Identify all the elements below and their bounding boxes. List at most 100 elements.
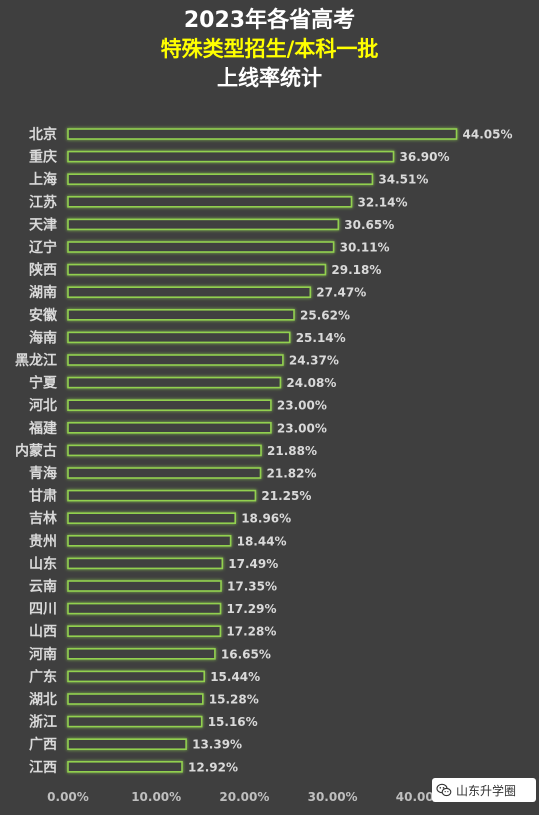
bar-8	[67, 308, 295, 321]
value-label: 16.65%	[221, 647, 271, 661]
bar-16	[67, 489, 257, 502]
category-label: 北京	[29, 126, 57, 143]
value-label: 27.47%	[316, 286, 366, 300]
value-label: 36.90%	[400, 150, 450, 164]
category-label: 河南	[29, 646, 57, 663]
value-label: 13.39%	[192, 738, 242, 752]
category-label: 重庆	[29, 149, 57, 166]
value-label: 29.18%	[331, 263, 381, 277]
bar-26	[67, 715, 203, 728]
value-label: 21.88%	[267, 444, 317, 458]
bar-12	[67, 399, 272, 412]
bar-25	[67, 693, 204, 705]
value-label: 18.44%	[237, 534, 287, 548]
watermark-text: 山东升学圈	[456, 783, 517, 798]
value-label: 44.05%	[463, 128, 513, 142]
value-label: 23.00%	[277, 399, 327, 413]
bar-17	[67, 512, 236, 525]
bar-1	[67, 150, 395, 163]
category-label: 湖南	[29, 284, 57, 301]
bars-layer	[67, 128, 458, 773]
bar-24	[67, 670, 205, 683]
category-label: 浙江	[29, 714, 57, 731]
bar-21	[67, 602, 222, 615]
category-label: 广东	[29, 668, 57, 685]
bar-22	[67, 625, 222, 638]
category-label: 海南	[29, 329, 57, 346]
value-label: 34.51%	[378, 173, 428, 187]
category-label: 甘肃	[29, 488, 57, 505]
category-label: 黑龙江	[15, 352, 57, 369]
bar-18	[67, 534, 232, 547]
value-label: 12.92%	[188, 760, 238, 774]
value-label: 25.14%	[296, 331, 346, 345]
chart-title: 2023年各省高考 特殊类型招生/本科一批 上线率统计	[0, 6, 539, 93]
category-label: 湖北	[29, 692, 57, 708]
bar-13	[67, 421, 272, 434]
value-label: 18.96%	[241, 512, 291, 526]
category-label: 江西	[29, 759, 57, 776]
value-labels: 44.05% 36.90% 34.51% 32.14% 30.65% 30.11% 29.1…	[188, 128, 512, 775]
category-label: 福建	[28, 420, 57, 437]
x-tick-label: 0.00%	[47, 790, 89, 804]
value-label: 21.82%	[267, 467, 317, 481]
value-label: 30.11%	[340, 241, 390, 255]
category-label: 广西	[29, 736, 57, 753]
value-label: 15.44%	[210, 670, 260, 684]
value-label: 17.49%	[228, 557, 278, 571]
bar-6	[67, 263, 327, 276]
bar-9	[67, 331, 291, 344]
category-labels: 北京重庆上海江苏天津辽宁陕西湖南安徽海南黑龙江宁夏河北福建内蒙古青海甘肃吉林贵州…	[15, 126, 58, 776]
bar-0	[67, 128, 458, 140]
category-label: 陕西	[29, 262, 57, 279]
bar-28	[67, 760, 183, 773]
category-label: 云南	[29, 578, 57, 595]
value-label: 15.28%	[209, 693, 259, 707]
value-label: 23.00%	[277, 421, 327, 435]
category-label: 内蒙古	[15, 442, 57, 459]
value-label: 24.37%	[289, 354, 339, 368]
value-label: 15.16%	[208, 715, 258, 729]
bar-20	[67, 580, 222, 592]
bar-2	[67, 173, 374, 185]
bar-5	[67, 241, 335, 253]
category-label: 青海	[29, 465, 57, 482]
bar-7	[67, 286, 312, 299]
chart-title-line-1: 2023年各省高考	[183, 8, 356, 33]
category-label: 山西	[29, 624, 57, 640]
category-label: 安徽	[29, 307, 58, 324]
x-tick-label: 20.00%	[219, 790, 269, 804]
bar-27	[67, 738, 187, 751]
bar-23	[67, 647, 216, 660]
x-tick-label: 10.00%	[131, 790, 181, 804]
bar-19	[67, 557, 224, 570]
category-label: 山东	[29, 555, 57, 572]
chart-title-line-2: 特殊类型招生/本科一批	[160, 37, 379, 61]
bar-10	[67, 354, 284, 366]
value-label: 21.25%	[261, 489, 311, 503]
value-label: 25.62%	[300, 308, 350, 322]
chart-title-line-3: 上线率统计	[217, 66, 322, 90]
value-label: 17.28%	[226, 625, 276, 639]
value-label: 17.29%	[227, 602, 277, 616]
category-label: 江苏	[29, 194, 57, 211]
bar-15	[67, 467, 262, 479]
value-label: 17.35%	[227, 580, 277, 594]
category-label: 四川	[29, 602, 57, 618]
bar-3	[67, 196, 353, 208]
bar-4	[67, 218, 340, 231]
x-tick-label: 30.00%	[308, 790, 358, 804]
value-label: 24.08%	[286, 376, 336, 390]
bar-11	[67, 376, 282, 389]
category-label: 吉林	[29, 510, 57, 527]
category-label: 河北	[29, 397, 57, 414]
category-label: 上海	[29, 171, 57, 188]
value-label: 32.14%	[358, 195, 408, 209]
category-label: 宁夏	[29, 375, 58, 392]
value-label: 30.65%	[344, 218, 394, 232]
category-label: 辽宁	[29, 239, 57, 256]
category-label: 天津	[29, 216, 57, 233]
watermark: 山东升学圈	[432, 778, 536, 802]
category-label: 贵州	[29, 533, 57, 550]
